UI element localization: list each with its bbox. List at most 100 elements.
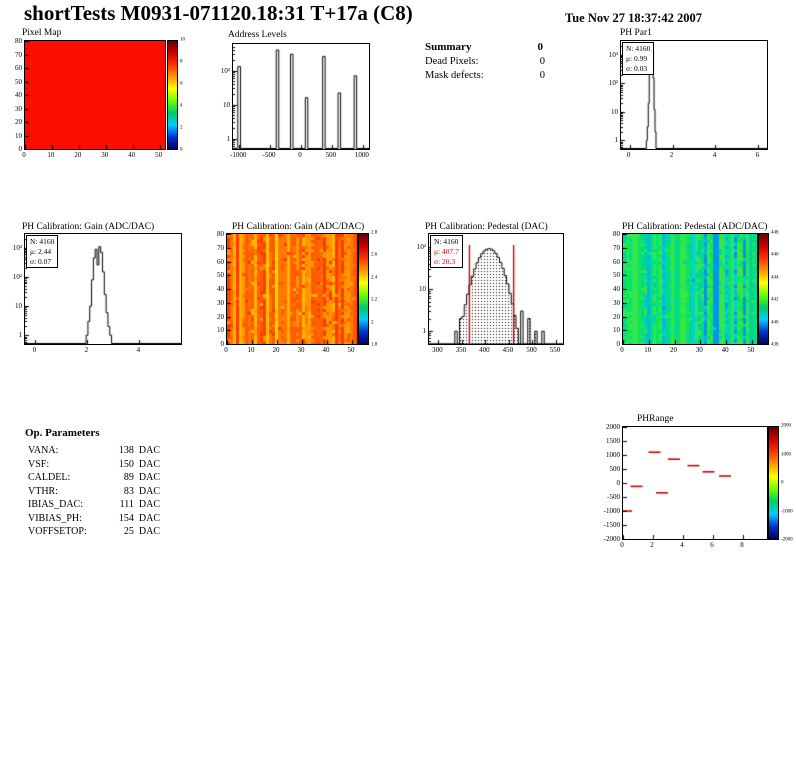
- colorbar-label: 442: [771, 297, 779, 303]
- y-tick-label: 10: [15, 302, 22, 311]
- colorbar-label: 6: [180, 81, 183, 87]
- y-tick-label: 10: [419, 285, 426, 293]
- plot-title: PH Par1: [620, 28, 652, 38]
- y-tick-label: 10²: [608, 79, 618, 88]
- x-tick-label: 50: [347, 346, 355, 354]
- y-tick-label: 1: [422, 327, 427, 336]
- colorbar-label: 2.8: [371, 230, 378, 236]
- x-tick-label: 4: [136, 346, 141, 354]
- op-parameter-value: 111: [119, 499, 134, 510]
- x-tick-label: 8: [740, 541, 744, 549]
- color-scale: [167, 40, 178, 150]
- x-tick-label: 30: [695, 346, 703, 354]
- plot-frame: [24, 233, 182, 345]
- plot-frame: [622, 426, 768, 540]
- y-tick-label: 40: [15, 91, 22, 99]
- y-tick-label: 10³: [608, 50, 618, 59]
- y-tick-label: 50: [15, 77, 22, 86]
- x-tick-label: 20: [272, 346, 280, 354]
- y-tick-label: -1000: [603, 507, 620, 515]
- op-parameter-name: VOFFSETOP:: [28, 526, 87, 537]
- x-tick-label: 1000: [354, 151, 369, 159]
- plot-title: PH Calibration: Pedestal (DAC): [425, 222, 548, 232]
- summary-rows: Dead Pixels: 0 Mask defects: 0: [425, 56, 575, 81]
- x-tick-label: -500: [262, 151, 276, 159]
- pixel-map-canvas: [25, 41, 165, 149]
- y-tick-label: 500: [609, 465, 621, 473]
- timestamp: Tue Nov 27 18:37:42 2007: [565, 11, 703, 25]
- summary-value: 0: [537, 41, 544, 53]
- gain-1d-chart: PH Calibration: Gain (ADC/DAC) N: 4160 μ…: [0, 218, 200, 363]
- x-tick-label: 4: [680, 541, 684, 549]
- op-parameter-value: 89: [123, 472, 134, 483]
- op-parameters-title: Op. Parameters: [25, 427, 100, 439]
- op-parameter-name: CALDEL:: [28, 472, 71, 483]
- op-parameter-name: VSF:: [28, 458, 50, 470]
- page-title: shortTests M0931-071120.18:31 T+17a (C8): [24, 1, 413, 25]
- address-levels-canvas: [233, 44, 369, 149]
- op-parameters-block: Op. Parameters VANA: 138 DAC VSF: 150 DAC CALD…: [25, 427, 185, 539]
- op-parameter-unit: DAC: [138, 458, 160, 470]
- summary-block: Summary 0 Dead Pixels: 0 Mask defects: 0: [425, 41, 575, 81]
- op-parameter-value: 138: [118, 445, 134, 456]
- x-tick-label: 550: [549, 346, 561, 354]
- colorbar-label: 2.4: [371, 275, 378, 281]
- op-parameters-rows: VANA: 138 DAC VSF: 150 DAC CALDEL: 89 DAC VTHR: 83…: [28, 444, 185, 539]
- y-tick-label: 60: [217, 257, 224, 266]
- summary-row: Dead Pixels: 0: [425, 56, 545, 67]
- y-tick-label: 60: [15, 64, 22, 72]
- x-tick-label: 2: [84, 346, 89, 354]
- plot-frame: [24, 40, 166, 150]
- pedestal-2d-canvas: [623, 234, 757, 344]
- ph-range-canvas: [623, 427, 767, 539]
- y-tick-label: 1: [226, 134, 231, 143]
- summary-title: Summary: [425, 41, 472, 53]
- summary-header: Summary 0: [425, 41, 543, 53]
- x-tick-label: 400: [479, 346, 490, 354]
- op-parameter-value: 150: [118, 458, 134, 470]
- op-parameter-name: VANA:: [28, 445, 59, 456]
- y-tick-label: 30: [15, 104, 22, 113]
- op-parameter-unit: DAC: [138, 512, 160, 524]
- colorbar-label: -1000: [781, 509, 793, 514]
- stat-n: N: 4160: [30, 237, 55, 246]
- x-tick-label: 0: [620, 541, 624, 549]
- colorbar-label: 446: [771, 252, 779, 258]
- x-tick-label: 0: [620, 346, 624, 354]
- colorbar-label: -2000: [781, 537, 793, 543]
- stat-sigma: σ: 0.07: [30, 256, 52, 266]
- colorbar-label: 1.8: [371, 342, 378, 348]
- x-tick-label: 2: [650, 541, 654, 549]
- gain-2d-chart: PH Calibration: Gain (ADC/DAC) 0 10 20 30 40…: [200, 218, 386, 363]
- y-tick-label: 1: [18, 331, 23, 340]
- y-tick-label: 80: [613, 230, 620, 238]
- x-tick-label: 0: [32, 346, 37, 354]
- y-tick-label: 1: [614, 136, 619, 145]
- x-tick-label: 0: [224, 346, 228, 354]
- stat-sigma: σ: 0.03: [626, 63, 648, 73]
- plot-title: PHRange: [637, 414, 674, 424]
- color-scale: [758, 233, 769, 345]
- y-tick-label: 20: [15, 118, 22, 126]
- plot-title: PH Calibration: Gain (ADC/DAC): [22, 222, 155, 232]
- x-tick-label: 350: [455, 346, 467, 354]
- color-scale: [358, 233, 369, 345]
- x-tick-label: 20: [74, 151, 82, 159]
- stat-mu: μ: 407.7: [434, 246, 459, 256]
- x-tick-label: 50: [747, 346, 755, 354]
- op-parameter-value: 83: [123, 485, 134, 497]
- plot-title: Pixel Map: [22, 28, 62, 38]
- op-parameter-row: VTHR: 83 DAC: [28, 485, 160, 499]
- y-tick-label: 0: [616, 479, 621, 487]
- op-parameter-row: VANA: 138 DAC: [28, 444, 160, 458]
- y-tick-label: 10: [611, 107, 618, 116]
- pedestal-2d-chart: PH Calibration: Pedestal (ADC/DAC) 0 10 20…: [596, 218, 796, 363]
- stats-box: N: 4160 μ: 0.99 σ: 0.03: [622, 42, 655, 76]
- y-tick-label: 10²: [220, 66, 230, 75]
- y-tick-label: 80: [217, 230, 224, 238]
- colorbar-label: 2000: [781, 423, 791, 429]
- op-parameter-name: VIBIAS_PH:: [28, 512, 82, 524]
- op-parameter-unit: DAC: [138, 472, 160, 483]
- stats-box: N: 4160 μ: 407.7 σ: 20.3: [430, 235, 463, 269]
